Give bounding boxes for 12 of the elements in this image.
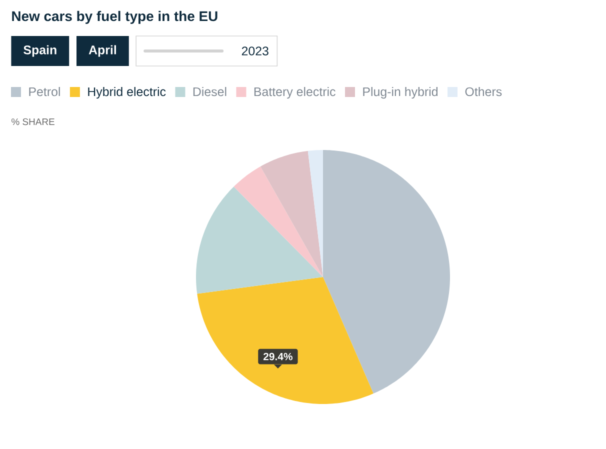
legend-label: Others (465, 86, 502, 96)
text: % SHARE (12, 118, 54, 126)
text: Spain (24, 45, 56, 57)
legend-label: Hybrid electric (88, 86, 166, 99)
chart-title: New cars by fuel type in the EU (12, 10, 218, 24)
legend-label: Plug-in hybrid (363, 86, 438, 99)
legend-label: Petrol (29, 86, 60, 96)
data-label: 29.4% (263, 352, 292, 360)
text: 2023 (242, 46, 268, 56)
text: April (88, 45, 116, 57)
legend-label: Battery electric (254, 86, 336, 99)
legend-label: Diesel (193, 86, 226, 96)
